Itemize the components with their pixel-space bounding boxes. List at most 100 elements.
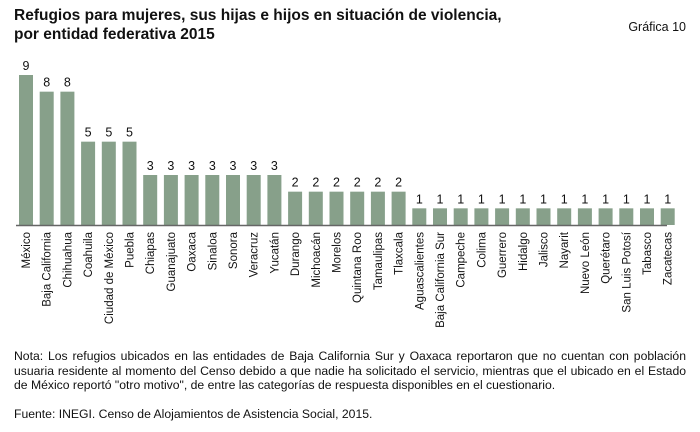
category-label: Chiapas [145, 232, 157, 274]
data-label: 2 [333, 176, 340, 190]
bar [122, 141, 137, 225]
category-label: Nayarit [559, 231, 571, 268]
data-label: 1 [602, 192, 609, 206]
bar-chart: 9 México 8 Baja California 8 Chihuahua 5 Coahui… [16, 59, 675, 328]
data-label: 1 [437, 192, 444, 206]
data-label: 1 [644, 192, 651, 206]
chart-note: Nota: Los refugios ubicados en las entid… [14, 349, 686, 392]
chart-source: Fuente: INEGI. Censo de Alojamientos de … [14, 407, 373, 421]
category-label: Jalisco [539, 232, 551, 267]
bar [226, 175, 240, 225]
bar [308, 191, 323, 225]
category-label: Ciudad de México [104, 232, 116, 324]
bar [474, 208, 489, 225]
data-label: 1 [623, 192, 630, 206]
data-label: 2 [354, 176, 361, 190]
bar [577, 208, 592, 225]
data-label: 3 [271, 159, 278, 173]
data-label: 8 [43, 76, 50, 90]
bar [267, 175, 282, 225]
category-label: Tlaxcala [394, 231, 406, 274]
category-label: Morelos [332, 232, 344, 273]
category-label: Campeche [456, 232, 468, 288]
bar [495, 208, 510, 225]
category-label: Guerrero [497, 232, 509, 278]
bar [19, 75, 33, 225]
category-label: Tamaulipas [373, 232, 385, 290]
category-label: Guanajuato [166, 232, 178, 291]
category-label: Veracruz [249, 232, 261, 278]
category-label: Coahuila [83, 231, 95, 277]
bar [184, 175, 199, 225]
bar [329, 191, 344, 225]
category-label: Querétaro [601, 232, 613, 284]
bar [453, 208, 468, 225]
category-label: Sonora [228, 231, 240, 269]
graph-number: Gráfica 10 [628, 20, 686, 34]
data-label: 1 [664, 192, 671, 206]
data-label: 5 [105, 126, 112, 140]
data-label: 2 [312, 176, 319, 190]
data-label: 1 [478, 192, 485, 206]
category-label: Durango [290, 232, 302, 276]
data-label: 9 [23, 59, 30, 73]
data-label: 3 [188, 159, 195, 173]
category-label: Tabasco [642, 232, 654, 275]
bar [557, 208, 572, 225]
category-label: Chihuahua [62, 231, 74, 287]
bar [350, 191, 365, 225]
bar [660, 208, 675, 225]
bar [370, 191, 385, 225]
bar [246, 175, 261, 225]
data-label: 1 [416, 192, 423, 206]
category-label: Oaxaca [187, 231, 199, 271]
data-label: 1 [540, 192, 547, 206]
bar [640, 208, 654, 225]
chart-title-line2: por entidad federativa 2015 [14, 26, 215, 43]
bar [288, 191, 303, 225]
data-label: 3 [230, 159, 237, 173]
bar [163, 175, 178, 225]
bar [39, 91, 54, 226]
data-label: 1 [457, 192, 464, 206]
category-label: Aguascalientes [414, 232, 426, 310]
category-label: Baja California Sur [435, 232, 447, 328]
category-label: México [21, 232, 33, 268]
data-label: 1 [581, 192, 588, 206]
category-label: Sinaloa [207, 231, 219, 270]
bar [433, 208, 447, 225]
data-label: 8 [64, 76, 71, 90]
data-label: 2 [292, 176, 299, 190]
data-label: 5 [85, 126, 92, 140]
data-label: 3 [209, 159, 216, 173]
category-label: Baja California [42, 231, 54, 306]
bar [81, 141, 96, 225]
bar [619, 208, 634, 225]
category-label: Yucatán [269, 232, 281, 274]
category-label: Puebla [125, 231, 137, 267]
bar [391, 191, 406, 225]
data-label: 3 [147, 159, 154, 173]
data-label: 1 [519, 192, 526, 206]
bar [101, 141, 116, 225]
data-label: 1 [499, 192, 506, 206]
category-label: Colima [476, 231, 488, 267]
category-label: Michoacán [311, 232, 323, 288]
chart-title: Refugios para mujeres, sus hijas e hijos… [14, 6, 502, 44]
data-label: 1 [561, 192, 568, 206]
data-label: 2 [395, 176, 402, 190]
bar [536, 208, 551, 225]
category-label: Quintana Roo [352, 232, 364, 303]
data-label: 2 [374, 176, 381, 190]
data-label: 3 [167, 159, 174, 173]
chart-title-line1: Refugios para mujeres, sus hijas e hijos… [14, 7, 502, 24]
category-label: Nuevo León [580, 232, 592, 294]
bar [60, 91, 75, 226]
data-label: 5 [126, 126, 133, 140]
bar [412, 208, 427, 225]
bar [143, 175, 158, 225]
bar [515, 208, 530, 225]
bar [598, 208, 613, 225]
category-label: Hidalgo [518, 232, 530, 271]
bar [205, 175, 220, 225]
